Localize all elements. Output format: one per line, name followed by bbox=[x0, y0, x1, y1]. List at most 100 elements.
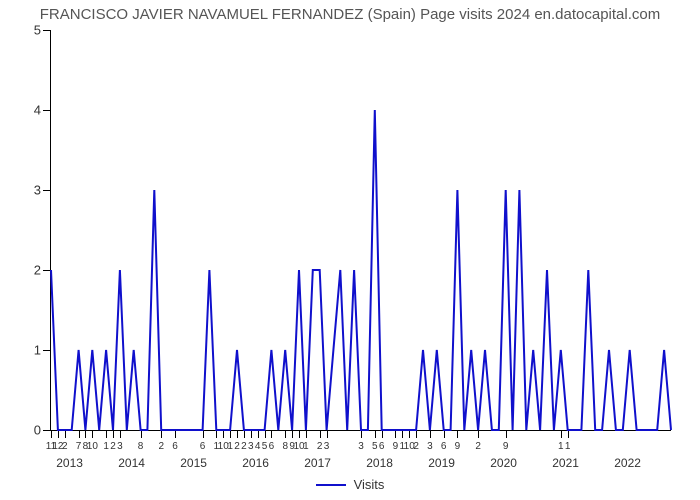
x-tick bbox=[251, 430, 252, 438]
x-tick-label: 6 bbox=[441, 441, 447, 452]
x-tick-label: 2 bbox=[413, 441, 419, 452]
x-year-label: 2016 bbox=[242, 456, 269, 470]
x-tick bbox=[402, 430, 403, 438]
x-tick bbox=[120, 430, 121, 438]
line-series bbox=[51, 30, 671, 430]
x-tick-label: 2 bbox=[62, 441, 68, 452]
x-tick bbox=[265, 430, 266, 438]
x-tick-label: 5 bbox=[262, 441, 268, 452]
x-tick bbox=[113, 430, 114, 438]
x-year-label: 2013 bbox=[56, 456, 83, 470]
x-tick bbox=[568, 430, 569, 438]
x-tick-label: 8 bbox=[282, 441, 288, 452]
chart-title: FRANCISCO JAVIER NAVAMUEL FERNANDEZ (Spa… bbox=[0, 6, 700, 23]
x-tick-label: 2 bbox=[158, 441, 164, 452]
x-tick-label: 2 bbox=[234, 441, 240, 452]
x-tick bbox=[375, 430, 376, 438]
x-tick-label: 3 bbox=[117, 441, 123, 452]
y-tick-label: 1 bbox=[21, 343, 41, 358]
chart-container: FRANCISCO JAVIER NAVAMUEL FERNANDEZ (Spa… bbox=[0, 0, 700, 500]
x-year-label: 2019 bbox=[428, 456, 455, 470]
x-tick bbox=[141, 430, 142, 438]
x-tick-label: 9 bbox=[503, 441, 509, 452]
x-tick-label: 1 bbox=[558, 441, 564, 452]
x-tick bbox=[416, 430, 417, 438]
x-tick bbox=[216, 430, 217, 438]
x-tick-label: 7 bbox=[76, 441, 82, 452]
x-year-label: 2014 bbox=[118, 456, 145, 470]
x-tick bbox=[258, 430, 259, 438]
x-tick bbox=[444, 430, 445, 438]
x-tick bbox=[175, 430, 176, 438]
x-tick-label: 6 bbox=[172, 441, 178, 452]
y-tick bbox=[43, 270, 51, 271]
x-tick-label: 10 bbox=[87, 441, 98, 452]
y-tick bbox=[43, 190, 51, 191]
x-tick bbox=[58, 430, 59, 438]
x-tick bbox=[327, 430, 328, 438]
legend-label: Visits bbox=[354, 477, 385, 492]
x-year-label: 2021 bbox=[552, 456, 579, 470]
legend: Visits bbox=[0, 477, 700, 492]
x-tick bbox=[237, 430, 238, 438]
y-tick bbox=[43, 110, 51, 111]
y-tick bbox=[43, 30, 51, 31]
x-tick bbox=[106, 430, 107, 438]
x-tick-label: 2 bbox=[475, 441, 481, 452]
x-tick-label: 4 bbox=[255, 441, 261, 452]
x-tick bbox=[223, 430, 224, 438]
x-tick bbox=[457, 430, 458, 438]
x-tick bbox=[51, 430, 52, 438]
y-tick-label: 4 bbox=[21, 103, 41, 118]
x-tick bbox=[561, 430, 562, 438]
y-tick-label: 2 bbox=[21, 263, 41, 278]
x-tick-label: 6 bbox=[379, 441, 385, 452]
x-tick-label: 3 bbox=[427, 441, 433, 452]
x-tick-label: 6 bbox=[269, 441, 275, 452]
x-year-label: 2022 bbox=[614, 456, 641, 470]
x-year-label: 2015 bbox=[180, 456, 207, 470]
x-year-label: 2020 bbox=[490, 456, 517, 470]
x-tick bbox=[161, 430, 162, 438]
x-tick bbox=[395, 430, 396, 438]
y-tick bbox=[43, 350, 51, 351]
x-tick-label: 9 bbox=[393, 441, 399, 452]
x-tick-label: 2 bbox=[317, 441, 323, 452]
x-tick-label: 3 bbox=[324, 441, 330, 452]
x-tick bbox=[478, 430, 479, 438]
x-tick bbox=[79, 430, 80, 438]
x-tick-label: 3 bbox=[358, 441, 364, 452]
x-tick bbox=[271, 430, 272, 438]
y-tick bbox=[43, 430, 51, 431]
x-tick-label: 2 bbox=[241, 441, 247, 452]
x-tick-label: 3 bbox=[248, 441, 254, 452]
x-tick bbox=[430, 430, 431, 438]
x-tick bbox=[285, 430, 286, 438]
x-tick bbox=[306, 430, 307, 438]
x-tick bbox=[292, 430, 293, 438]
x-tick bbox=[230, 430, 231, 438]
y-tick-label: 5 bbox=[21, 23, 41, 38]
x-tick-label: 9 bbox=[455, 441, 461, 452]
x-year-label: 2018 bbox=[366, 456, 393, 470]
x-tick bbox=[203, 430, 204, 438]
x-tick bbox=[409, 430, 410, 438]
x-tick bbox=[92, 430, 93, 438]
legend-swatch bbox=[316, 484, 346, 486]
x-tick-label: 1 bbox=[565, 441, 571, 452]
plot-area: 012345 111227810123826611012234568910123… bbox=[50, 30, 671, 431]
x-tick-label: 1 bbox=[227, 441, 233, 452]
x-tick-label: 2 bbox=[110, 441, 116, 452]
x-tick bbox=[85, 430, 86, 438]
x-tick-label: 1 bbox=[103, 441, 109, 452]
x-tick bbox=[244, 430, 245, 438]
x-year-label: 2017 bbox=[304, 456, 331, 470]
x-tick bbox=[361, 430, 362, 438]
x-tick-label: 6 bbox=[200, 441, 206, 452]
x-tick-label: 1 bbox=[303, 441, 309, 452]
y-tick-label: 0 bbox=[21, 423, 41, 438]
x-tick-label: 8 bbox=[138, 441, 144, 452]
x-tick-label: 5 bbox=[372, 441, 378, 452]
x-tick bbox=[299, 430, 300, 438]
x-tick bbox=[320, 430, 321, 438]
